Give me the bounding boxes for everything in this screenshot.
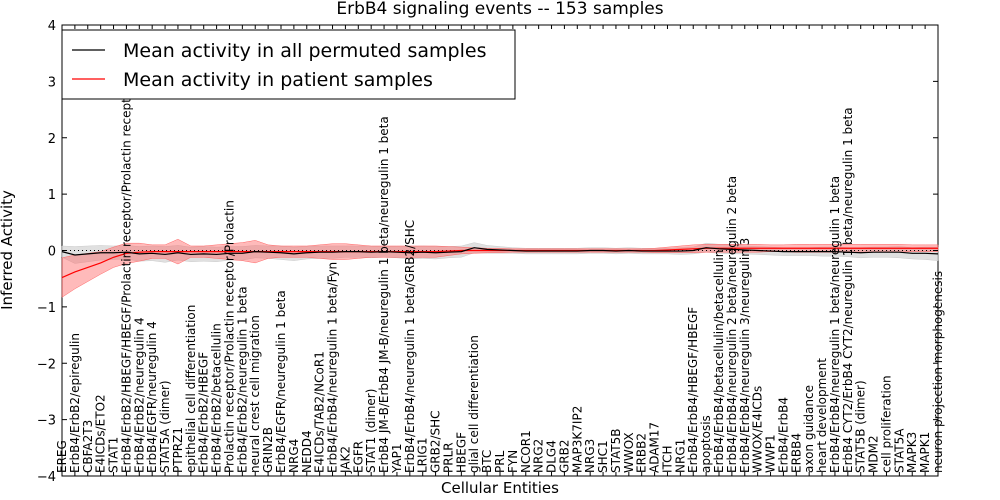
category-label: FYN bbox=[506, 450, 520, 473]
category-label: HBEGF bbox=[454, 432, 468, 473]
category-label: heart development bbox=[815, 358, 829, 473]
y-tick-label: −1 bbox=[37, 301, 56, 316]
category-label: YAP1 bbox=[390, 444, 404, 474]
category-label: ErbB4/ErbB4/betacellulin/betacellulin bbox=[712, 250, 726, 473]
legend-box bbox=[61, 29, 516, 100]
category-label: GRB2/SHC bbox=[429, 410, 443, 473]
legend-label-permuted: Mean activity in all permuted samples bbox=[123, 40, 486, 62]
category-label: ErbB4/ErbB2/neuregulin 1 beta bbox=[235, 286, 249, 473]
category-label: ErbB4/EGFR/neuregulin 4 bbox=[145, 321, 159, 473]
legend-label-patient: Mean activity in patient samples bbox=[123, 69, 433, 91]
y-axis-title: Inferred Activity bbox=[0, 190, 16, 310]
y-tick-label: 2 bbox=[48, 132, 56, 147]
y-tick-label: −4 bbox=[37, 470, 56, 485]
category-label: STAT1 (dimer) bbox=[364, 389, 378, 473]
category-label: ErbB4/ErbB4/neuregulin 1 beta/Fyn bbox=[326, 262, 340, 473]
category-label: ERBB2 bbox=[635, 433, 649, 473]
category-label: LRIG1 bbox=[416, 438, 430, 474]
category-label: E4ICDs/ETO2 bbox=[94, 394, 108, 473]
category-label: neural crest cell migration bbox=[248, 315, 262, 473]
y-tick-label: −2 bbox=[37, 357, 56, 372]
category-label: MAP3K7IP2 bbox=[570, 406, 584, 473]
category-labels: EREGErbB4/ErbB2/epiregulinCBFA2T3E4ICDs/… bbox=[55, 30, 945, 474]
category-label: NRG1 bbox=[673, 439, 687, 473]
legend: Mean activity in all permuted samples Me… bbox=[61, 29, 516, 100]
y-tick-label: −3 bbox=[37, 414, 56, 429]
category-label: STAT5A bbox=[892, 428, 906, 473]
category-label: apoptosis bbox=[699, 415, 713, 473]
category-label: NRG2 bbox=[532, 439, 546, 473]
category-label: GRB2 bbox=[557, 439, 571, 473]
category-label: STAT1 bbox=[107, 437, 121, 473]
category-label: axon guidance bbox=[802, 385, 816, 473]
category-label: PRL bbox=[493, 450, 507, 473]
y-axis: −4 −3 −2 −1 0 1 2 3 4 bbox=[37, 19, 938, 485]
category-label: WWP1 bbox=[764, 434, 778, 473]
category-label: NRG4 bbox=[287, 439, 301, 473]
category-label: EGFR bbox=[351, 441, 365, 473]
category-label: WWOX/E4ICDs bbox=[751, 386, 765, 473]
category-label: CBFA2T3 bbox=[81, 420, 95, 473]
category-label: ErbB4/ErbB2/neuregulin 4 bbox=[132, 317, 146, 473]
category-label: NEDD4 bbox=[300, 430, 314, 473]
category-label: epithelial cell differentiation bbox=[184, 305, 198, 473]
category-label: ErbB4/ErbB2/epiregulin bbox=[68, 333, 82, 473]
category-label: ADAM17 bbox=[648, 422, 662, 473]
category-label: ErbB4/ErbB4/neuregulin 3/neuregulin 3 bbox=[738, 238, 752, 473]
category-label: ErbB4/ErbB2/HBEGF/HBEGF/Prolactin recept… bbox=[119, 30, 133, 473]
category-label: ErbB4/ErbB4/neuregulin 2 beta/neuregulin… bbox=[725, 176, 739, 473]
chart-title: ErbB4 signaling events -- 153 samples bbox=[336, 0, 663, 19]
category-label: ErbB4/ErbB4 bbox=[776, 397, 790, 473]
category-label: NRG3 bbox=[583, 439, 597, 473]
series-lines bbox=[61, 247, 939, 279]
category-label: STAT5B (dimer) bbox=[854, 380, 868, 473]
category-label: ErbB4/ErbB4/neuregulin 1 beta/neuregulin… bbox=[828, 176, 842, 473]
category-label: SHC1 bbox=[596, 440, 610, 473]
x-axis bbox=[61, 25, 939, 476]
category-label: ErbB4/ErbB2/betacellulin bbox=[210, 323, 224, 473]
category-label: WWOX bbox=[622, 432, 636, 473]
y-tick-label: 3 bbox=[48, 75, 56, 90]
y-tick-label: 1 bbox=[48, 188, 56, 203]
category-label: STAT5A (dimer) bbox=[158, 380, 172, 473]
category-label: STAT5B bbox=[609, 429, 623, 474]
category-label: ErbB4 CYT2/ErbB4 CYT2/neuregulin 1 beta/… bbox=[841, 107, 855, 473]
category-label: NCOR1 bbox=[519, 430, 533, 473]
category-label: cell proliferation bbox=[879, 375, 893, 473]
category-label: ITCH bbox=[660, 445, 674, 473]
y-tick-label: 4 bbox=[48, 19, 56, 34]
category-label: ErbB4/EGFR/neuregulin 1 beta bbox=[274, 290, 288, 473]
category-label: PTPRZ1 bbox=[171, 427, 185, 473]
x-axis-title: Cellular Entities bbox=[441, 479, 559, 497]
band-patient bbox=[61, 238, 939, 298]
category-label: PRLR bbox=[441, 442, 455, 473]
category-label: glial cell differentiation bbox=[467, 335, 481, 473]
category-label: ErbB4/ErbB4/HBEGF/HBEGF bbox=[686, 307, 700, 473]
category-label: E4ICDs/TAB2/NCoR1 bbox=[313, 351, 327, 473]
category-label: Prolactin receptor/Prolactin receptor/Pr… bbox=[222, 200, 236, 473]
category-label: DLG4 bbox=[545, 440, 559, 473]
category-label: neuron projection morphogenesis bbox=[931, 271, 945, 473]
series-line-permuted bbox=[61, 247, 939, 256]
category-label: ErbB4 JM-B/ErbB4 JM-B/neuregulin 1 beta/… bbox=[377, 116, 391, 473]
category-label: MAPK1 bbox=[918, 432, 932, 473]
category-label: ERBB4 bbox=[789, 433, 803, 473]
category-label: JAK2 bbox=[338, 446, 352, 474]
category-label: BTC bbox=[480, 450, 494, 473]
category-label: EREG bbox=[55, 440, 69, 473]
category-label: ErbB4/ErbB4/neuregulin 1 beta/GRB2/SHC bbox=[403, 220, 417, 473]
category-label: GRIN2B bbox=[261, 427, 275, 473]
y-tick-label: 0 bbox=[48, 245, 56, 260]
category-label: MDM2 bbox=[867, 435, 881, 473]
category-label: MAPK3 bbox=[905, 432, 919, 473]
category-label: ErbB4/ErbB2/HBEGF bbox=[197, 352, 211, 473]
